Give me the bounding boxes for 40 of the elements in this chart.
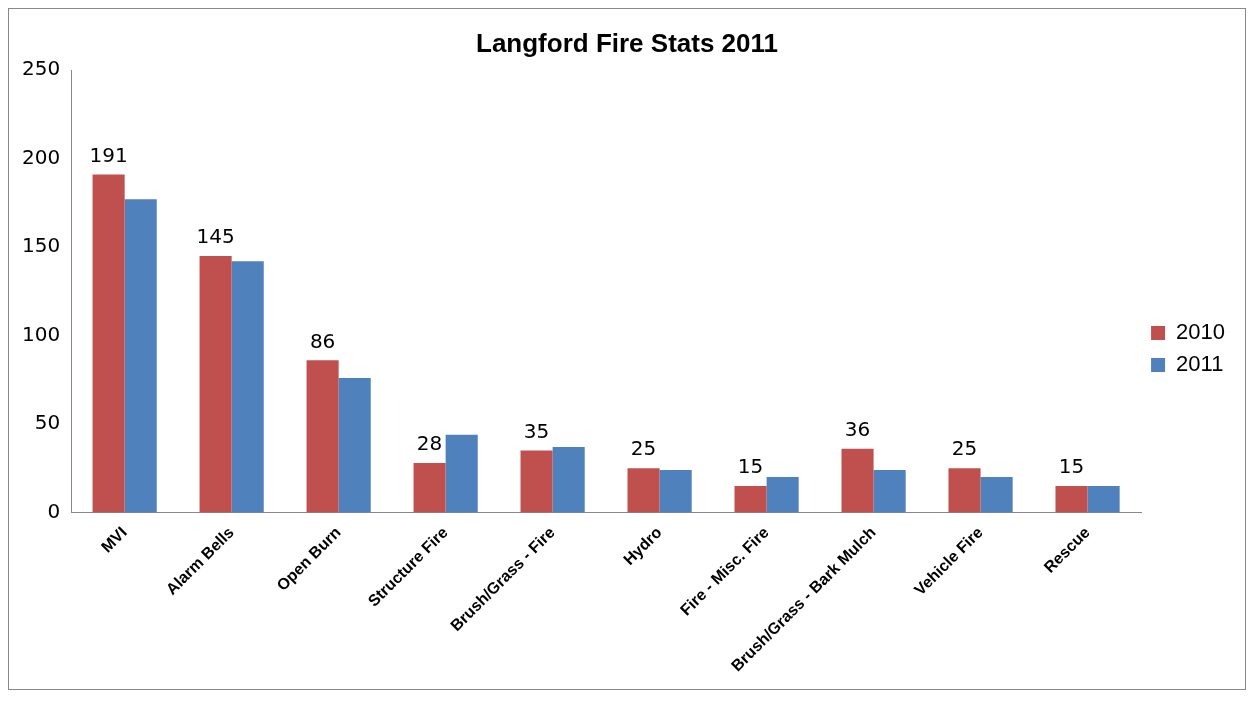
data-label: 35 <box>523 418 550 443</box>
bar <box>1087 485 1120 513</box>
bar <box>659 470 692 513</box>
chart-title: Langford Fire Stats 2011 <box>476 27 778 58</box>
bar <box>734 485 767 513</box>
bar <box>338 378 371 513</box>
legend-label: 2010 <box>1176 319 1226 345</box>
data-label: 145 <box>196 224 235 249</box>
bar <box>552 447 585 513</box>
data-label: 28 <box>416 431 443 456</box>
y-tick-label: 100 <box>21 321 61 346</box>
bar <box>980 477 1013 513</box>
bar <box>948 468 981 513</box>
data-label: 25 <box>951 436 978 461</box>
bar <box>520 450 553 513</box>
bar <box>413 462 446 513</box>
data-label: 36 <box>844 416 871 441</box>
bar <box>766 477 799 513</box>
bar <box>231 261 264 513</box>
y-tick-label: 150 <box>21 233 61 258</box>
y-tick-label: 50 <box>34 410 61 435</box>
data-label: 25 <box>630 436 657 461</box>
bar <box>873 470 906 513</box>
bar <box>445 434 478 513</box>
bar <box>199 255 232 513</box>
bar <box>841 448 874 513</box>
bar <box>92 174 125 513</box>
bar <box>1055 485 1088 513</box>
x-tick-label: MVI <box>97 523 130 556</box>
bar <box>124 199 157 513</box>
data-label: 86 <box>309 328 336 353</box>
y-tick-label: 0 <box>47 498 61 523</box>
y-tick-label: 200 <box>21 144 61 169</box>
y-tick-label: 250 <box>21 56 61 81</box>
bar <box>306 360 339 513</box>
data-label: 191 <box>89 142 128 167</box>
data-label: 15 <box>737 454 764 479</box>
legend-label: 2011 <box>1176 351 1224 377</box>
data-label: 15 <box>1058 454 1085 479</box>
bar <box>627 468 660 513</box>
